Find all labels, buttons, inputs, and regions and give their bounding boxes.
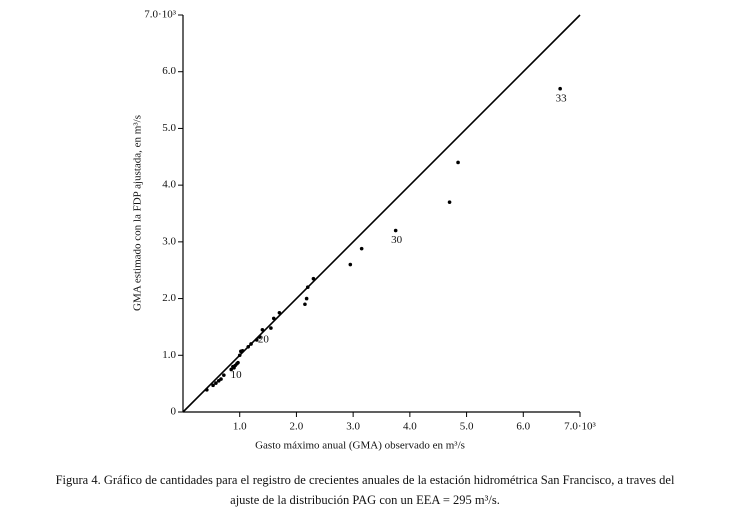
point [311,276,316,281]
point-label: 30 [391,234,403,246]
y-tick-label: 2.0 [162,292,176,304]
point [240,348,245,353]
point [211,383,215,388]
point [447,200,452,204]
x-tick-label: 4.0 [403,421,417,433]
y-tick-label: 7.0·10³ [144,9,176,21]
point [246,344,251,349]
y-tick-label: 5.0 [162,122,176,134]
point-label: 20 [258,333,270,345]
point [205,388,209,392]
point [236,360,240,365]
caption: Figura 4. Gráfico de cantidades para el … [56,473,675,487]
x-tick-label: 3.0 [346,421,360,433]
x-tick-label: 1.0 [233,421,247,433]
point [348,262,353,267]
y-axis-label: GMA estimado con la FDP ajustada, en m³/… [132,115,144,311]
point [271,316,276,321]
point [229,367,234,372]
point [305,285,310,290]
point [277,310,282,315]
point-label: 33 [556,92,568,104]
point [359,246,364,251]
point [393,228,398,233]
y-tick-label: 3.0 [162,235,176,247]
point [304,296,309,301]
y-tick-label: 1.0 [162,349,176,361]
x-tick-label: 2.0 [290,421,304,433]
x-axis-label: Gasto máximo anual (GMA) observado en m³… [255,440,465,452]
point [214,381,218,385]
point [237,353,242,358]
point [257,335,262,339]
point [219,377,223,381]
point [249,342,253,346]
y-tick-label: 0 [171,406,177,418]
point-label: 10 [231,369,243,381]
x-tick-label: 6.0 [516,421,530,433]
point [558,86,562,91]
point [254,338,259,342]
point [269,326,273,330]
y-tick-label: 4.0 [162,179,176,191]
y-tick-label: 6.0 [162,65,176,77]
x-tick-label: 7.0·10³ [564,421,596,433]
caption: ajuste de la distribución PAG con un EEA… [230,493,500,507]
point [303,302,307,307]
point [456,160,460,165]
point [222,373,226,377]
x-tick-label: 5.0 [460,421,474,433]
point [260,327,265,332]
